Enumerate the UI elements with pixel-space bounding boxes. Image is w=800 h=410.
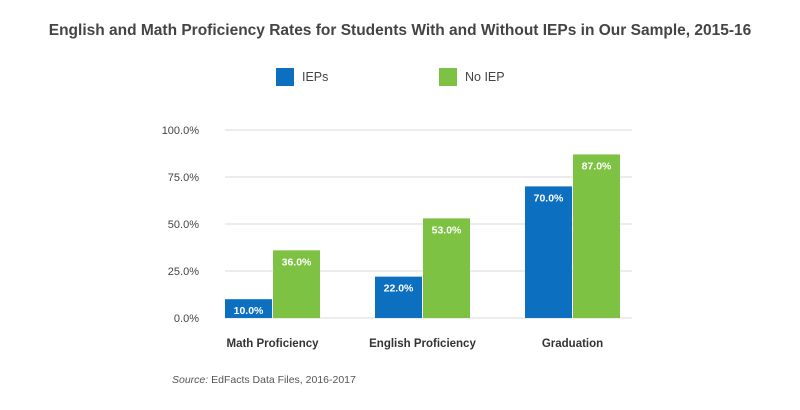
data-label: 70.0% bbox=[534, 192, 564, 204]
x-category-label: English Proficiency bbox=[369, 338, 476, 350]
bar-ieps bbox=[375, 276, 422, 318]
legend-item-ieps: IEPs bbox=[276, 68, 328, 86]
y-tick-label: 0.0% bbox=[174, 313, 199, 325]
source-prefix: Source: bbox=[172, 374, 209, 386]
bar-no-iep bbox=[573, 154, 620, 318]
source-text: EdFacts Data Files, 2016-2017 bbox=[211, 374, 356, 386]
data-label: 10.0% bbox=[234, 305, 264, 317]
source-note: Source: EdFacts Data Files, 2016-2017 bbox=[172, 374, 356, 386]
data-label: 22.0% bbox=[384, 283, 414, 295]
bar-ieps bbox=[525, 186, 572, 318]
data-label: 53.0% bbox=[432, 224, 462, 236]
data-label: 36.0% bbox=[282, 256, 312, 268]
x-category-label: Math Proficiency bbox=[226, 338, 319, 350]
data-label: 87.0% bbox=[582, 160, 612, 172]
legend-swatch-ieps bbox=[276, 68, 294, 86]
x-category-label: Graduation bbox=[542, 338, 603, 350]
chart-title: English and Math Proficiency Rates for S… bbox=[48, 22, 752, 39]
y-tick-label: 75.0% bbox=[168, 172, 199, 184]
y-tick-label: 50.0% bbox=[168, 219, 199, 231]
legend-label-ieps: IEPs bbox=[302, 70, 329, 84]
bar-no-iep bbox=[423, 218, 470, 318]
legend: IEPs No IEP bbox=[0, 68, 800, 88]
y-tick-label: 100.0% bbox=[162, 125, 200, 137]
legend-item-no-iep: No IEP bbox=[439, 68, 505, 86]
bar-no-iep bbox=[273, 250, 320, 318]
legend-swatch-no-iep bbox=[439, 68, 457, 86]
y-tick-label: 25.0% bbox=[168, 266, 199, 278]
bar-ieps bbox=[225, 299, 272, 318]
legend-label-no-iep: No IEP bbox=[465, 70, 505, 84]
